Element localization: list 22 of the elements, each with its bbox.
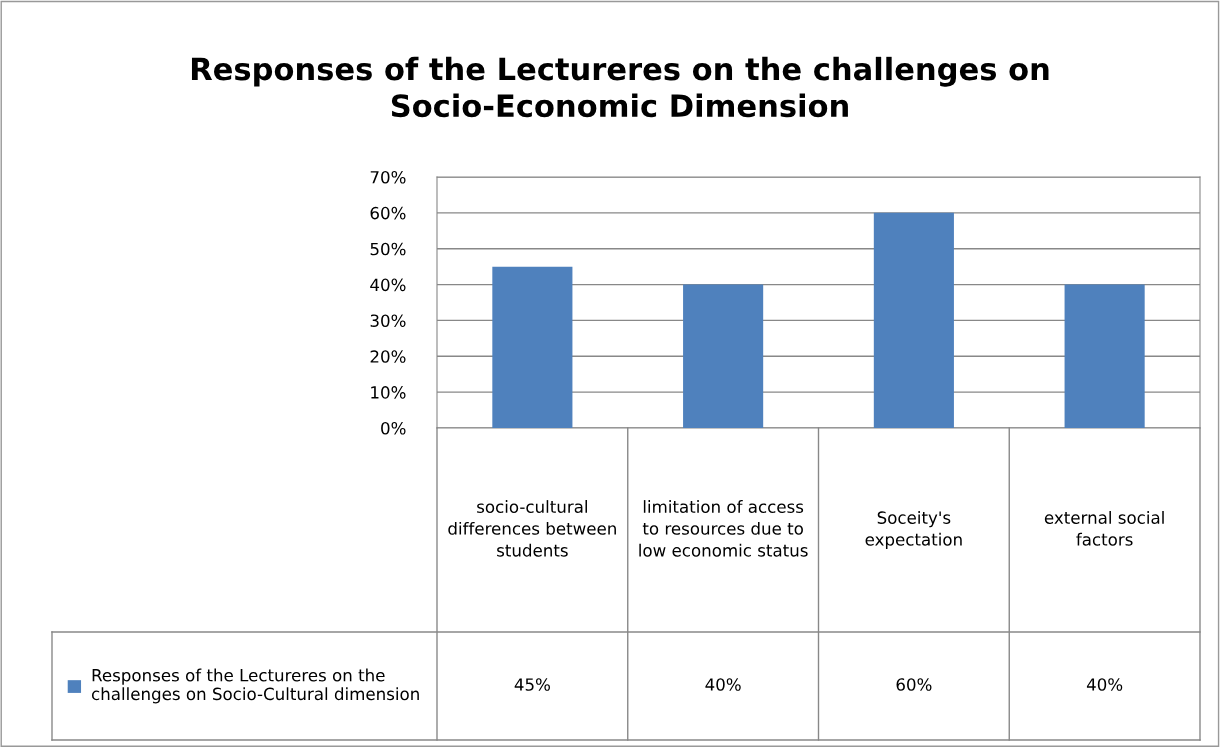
x-tick-label: external social factors xyxy=(1044,511,1164,546)
bar xyxy=(1064,284,1145,428)
x-tick-label: Soceity's expectation xyxy=(865,511,962,549)
legend-label: Responses of the Lectureres on the challenges on Socio-Cultural dimension xyxy=(91,668,419,704)
bar xyxy=(492,266,573,428)
y-tick-label: 0% xyxy=(381,421,406,435)
y-tick-label: 20% xyxy=(370,350,406,363)
data-label: 40% xyxy=(1086,678,1123,691)
y-tick-label: 40% xyxy=(370,278,406,292)
data-label: 40% xyxy=(705,678,741,691)
data-label: 45% xyxy=(514,678,550,691)
y-tick-label: 70% xyxy=(370,170,406,184)
x-tick-label: socio-cultural differences between students xyxy=(448,500,616,557)
data-label: 60% xyxy=(896,678,932,691)
y-tick-label: 60% xyxy=(370,206,406,220)
bar xyxy=(683,284,764,428)
y-tick-label: 10% xyxy=(371,386,406,399)
chart-title: Responses of the Lectureres on the challenges on Socio-Economic Dimension xyxy=(191,56,1049,118)
x-tick-label: limitation of access to resources due to low economic status xyxy=(639,500,808,557)
y-tick-label: 50% xyxy=(370,242,406,256)
bar xyxy=(873,212,954,428)
y-tick-label: 30% xyxy=(370,314,406,327)
